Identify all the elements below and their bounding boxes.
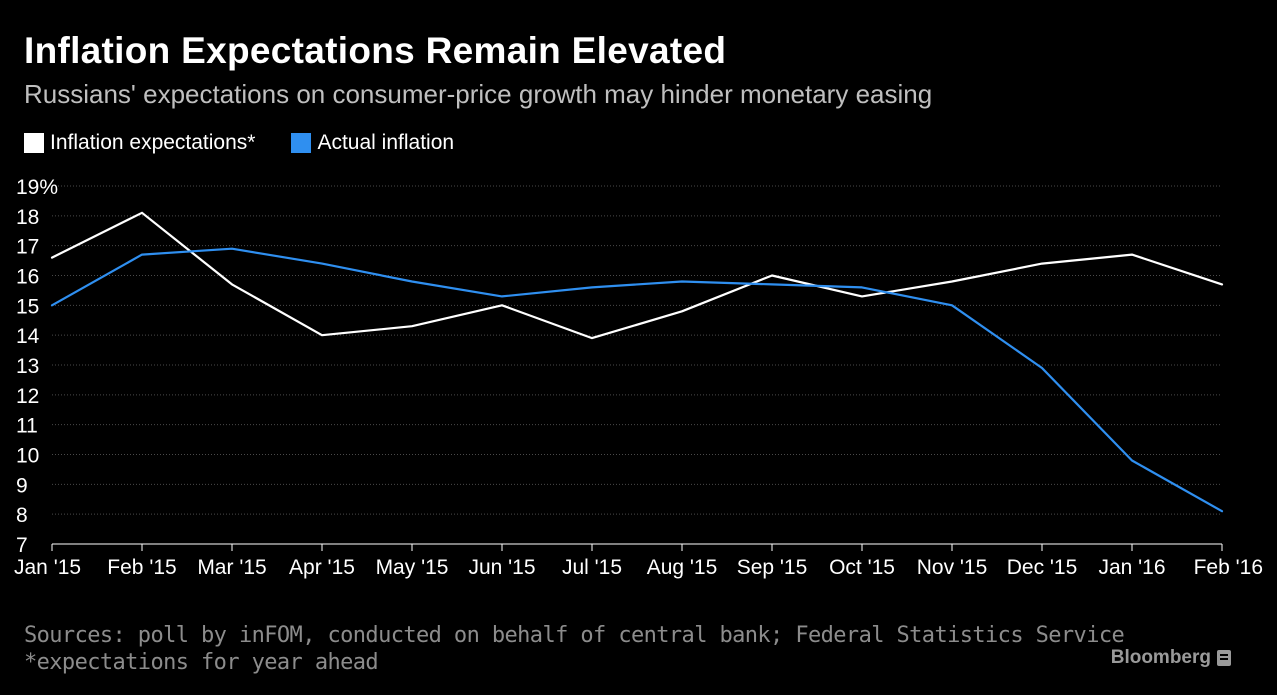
x-tick-label: Aug '15 — [647, 556, 718, 579]
y-tick-label: 9 — [16, 474, 28, 497]
x-tick-label: Dec '15 — [1007, 556, 1078, 579]
legend-swatch-actual — [291, 133, 312, 153]
x-tick-label: Jun '15 — [468, 556, 535, 579]
legend: Inflation expectations* Actual inflation — [24, 130, 490, 156]
y-tick-label: 13 — [16, 355, 39, 378]
brand-name: Bloomberg — [1110, 647, 1211, 668]
x-tick-label: Feb '16 — [1194, 556, 1263, 579]
x-tick-label: Mar '15 — [197, 556, 266, 579]
y-tick-label: 10 — [16, 445, 39, 468]
bloomberg-logo: Bloomberg — [1111, 647, 1231, 669]
y-tick-label: 16 — [16, 266, 39, 289]
y-tick-label: 14 — [16, 325, 40, 348]
y-tick-label: 15 — [16, 295, 39, 318]
series-line-expectations — [50, 211, 1224, 340]
y-tick-label: 17 — [16, 236, 39, 259]
bloomberg-terminal-icon — [1217, 650, 1231, 666]
y-tick-label: 8 — [16, 504, 28, 527]
y-tick-label: 19% — [16, 176, 58, 199]
chart-footer: Sources: poll by inFOM, conducted on beh… — [24, 622, 1125, 676]
footnote: *expectations for year ahead — [24, 650, 379, 675]
series-line-actual — [50, 247, 1224, 513]
y-tick-label: 11 — [16, 415, 38, 438]
legend-swatch-expectations — [24, 133, 44, 153]
y-tick-label: 12 — [16, 385, 39, 408]
legend-label-expectations: Inflation expectations* — [50, 131, 256, 154]
x-tick-label: Oct '15 — [829, 556, 895, 579]
y-tick-label: 18 — [16, 206, 39, 229]
x-tick-label: Nov '15 — [917, 556, 988, 579]
x-tick-label: Jul '15 — [562, 556, 622, 579]
y-tick-label: 7 — [16, 534, 28, 557]
x-tick-label: Sep '15 — [737, 556, 808, 579]
x-tick-label: May '15 — [376, 556, 449, 579]
x-tick-label: Apr '15 — [289, 556, 355, 579]
x-tick-label: Feb '15 — [107, 556, 176, 579]
legend-item-expectations: Inflation expectations* — [24, 131, 255, 155]
legend-label-actual: Actual inflation — [317, 131, 455, 154]
x-tick-label: Jan '16 — [1098, 556, 1165, 579]
legend-item-actual: Actual inflation — [291, 131, 454, 155]
x-tick-label: Jan '15 — [14, 556, 81, 579]
sources-note: Sources: poll by inFOM, conducted on beh… — [24, 623, 1125, 648]
chart-title: Inflation Expectations Remain Elevated — [24, 30, 727, 71]
chart-subtitle: Russians' expectations on consumer-price… — [24, 79, 933, 109]
